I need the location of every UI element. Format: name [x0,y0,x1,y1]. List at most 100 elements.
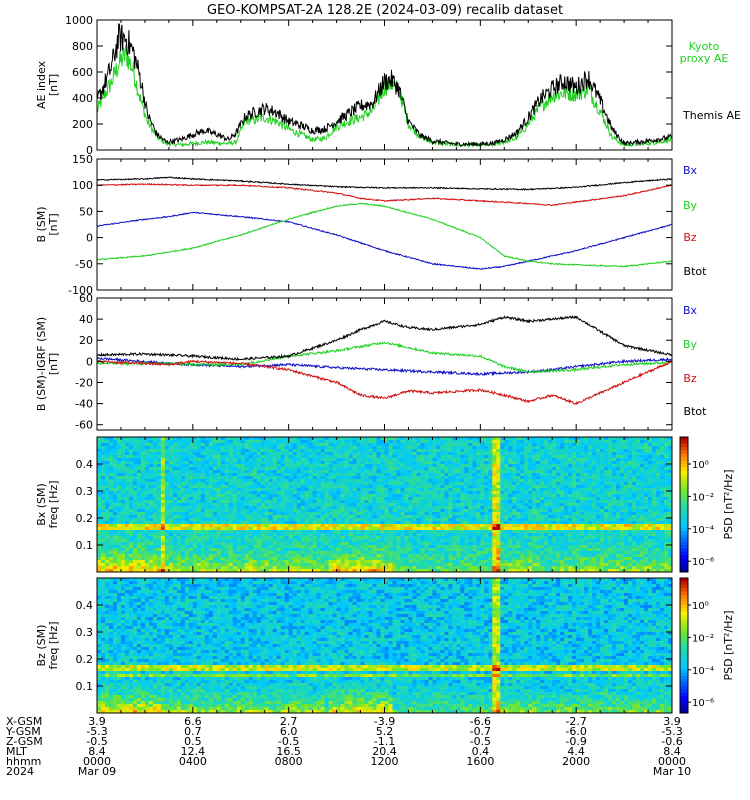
y-tick-label: 0.2 [76,512,94,525]
colorbar: 10⁻⁶ 10⁻⁴ 10⁻² 10⁰ PSD [nT²/Hz] [679,436,735,573]
y-tick-label: 0.2 [76,653,94,666]
footer-value: 6.6 [184,715,202,728]
y-tick-label: 600 [72,66,93,79]
footer-value: -6.6 [470,715,491,728]
legend-entry: By [683,338,698,351]
series-line-bz [96,182,673,207]
panel-dbt: Bx By Bz Btot -60 -40 -20 0 20 40 60 B (SM)-IGRF (S… [35,292,707,432]
series-line-themis-ae [96,23,673,147]
legend-entry: By [683,199,698,212]
legend-entry: Bx [683,304,698,317]
footer-value: 16.5 [276,745,301,758]
footer-value: -0.5 [470,735,491,748]
y-tick-label: -20 [75,376,93,389]
footer-value: -5.3 [86,725,107,738]
series-line-bx [96,356,673,377]
footer-row-label: hhmm [6,755,41,768]
footer-value: 12.4 [181,745,206,758]
footer-value: 4.4 [567,745,585,758]
footer-value: -2.7 [565,715,586,728]
y-axis-label: B (SM)-IGRF (SM) [35,317,48,411]
footer-value: -6.0 [565,725,586,738]
y-tick-label: 0.1 [76,680,94,693]
panel-bz: 10⁻⁶ 10⁻⁴ 10⁻² 10⁰ PSD [nT²/Hz] 0.1 0.2 0.3 0.4 B… [35,577,735,714]
y-tick-label: 200 [72,118,93,131]
series-line-by [96,341,673,374]
panel-bx: 10⁻⁶ 10⁻⁴ 10⁻² 10⁰ PSD [nT²/Hz] 0.1 0.2 0.3 0.4 B… [35,436,735,573]
y-axis-unit: freq [Hz] [47,621,60,669]
colorbar-label: PSD [nT²/Hz] [722,610,735,680]
colorbar-tick-label: 10⁰ [692,601,709,612]
legend-entry: Btot [684,265,708,278]
footer-value: -0.5 [278,735,299,748]
footer-value: -0.7 [470,725,491,738]
colorbar-tick-label: 10⁻⁴ [692,666,714,677]
footer-row-label: Z-GSM [6,735,43,748]
y-tick-label: 40 [79,313,93,326]
figure-title: GEO-KOMPSAT-2A 128.2E (2024-03-09) recal… [207,3,563,18]
footer-row-label: Y-GSM [5,725,41,738]
y-tick-label: 0.3 [76,485,94,498]
y-axis-unit: [nT] [47,213,60,235]
footer-value: 1200 [371,755,399,768]
footer-value: 0400 [179,755,207,768]
footer-value: 0.7 [184,725,202,738]
legend-entry: Bx [683,164,698,177]
footer-value: 20.4 [372,745,397,758]
colorbar-tick-label: 10⁻² [692,492,714,503]
footer-value: Mar 10 [653,765,691,778]
footer-row-label: X-GSM [6,715,42,728]
series-line-kyoto-proxy-ae [96,44,673,149]
footer-value: -0.6 [661,735,682,748]
footer-row-label: MLT [6,745,27,758]
footer-value: 0.5 [184,735,202,748]
footer-value: Mar 09 [78,765,116,778]
y-tick-label: 0 [86,232,93,245]
footer-value: -0.9 [565,735,586,748]
footer-value: -0.5 [86,735,107,748]
y-tick-label: 0.1 [76,539,94,552]
y-tick-label: 0 [86,144,93,157]
y-axis-label: AE index [35,60,48,109]
footer-value: 8.4 [663,745,681,758]
y-tick-label: 0.4 [76,599,94,612]
y-tick-label: 100 [72,179,93,192]
footer-value: 0000 [658,755,686,768]
legend-entry: Bz [683,372,697,385]
colorbar-label: PSD [nT²/Hz] [722,469,735,539]
footer-value: 5.2 [376,725,394,738]
series-line-btot [97,176,673,191]
y-tick-label: 50 [79,205,93,218]
footer-value: 0.4 [472,745,490,758]
y-tick-label: -50 [75,258,93,271]
y-tick-label: -40 [75,398,93,411]
footer-value: 0000 [83,755,111,768]
y-axis-unit: freq [Hz] [47,480,60,528]
y-tick-label: -100 [68,284,93,297]
heatmap-cells [97,437,673,573]
footer-value: -5.3 [661,725,682,738]
y-tick-label: 1000 [65,14,93,27]
y-axis-unit: [nT] [47,74,60,96]
series-line-by [96,202,673,268]
y-tick-label: 20 [79,334,93,347]
legend-entry: proxy AE [680,52,729,65]
colorbar-tick-label: 10⁻⁴ [692,525,714,536]
colorbar-tick-label: 10⁻⁶ [692,698,714,709]
y-axis-label: Bz (SM) [35,625,48,667]
colorbar: 10⁻⁶ 10⁻⁴ 10⁻² 10⁰ PSD [nT²/Hz] [679,577,735,714]
colorbar-tick-label: 10⁰ [692,460,709,471]
footer-value: -3.9 [374,715,395,728]
y-tick-label: 0.4 [76,458,94,471]
legend-entry: Themis AE [682,109,741,122]
series-line-bz [96,359,673,406]
footer-value: -1.1 [374,735,395,748]
y-tick-label: 0 [86,355,93,368]
footer-value: 0800 [275,755,303,768]
footer-value: 3.9 [88,715,106,728]
footer-value: 3.9 [663,715,681,728]
footer-value: 2.7 [280,715,298,728]
legend-entry: Bz [683,231,697,244]
series-line-btot [96,315,673,361]
